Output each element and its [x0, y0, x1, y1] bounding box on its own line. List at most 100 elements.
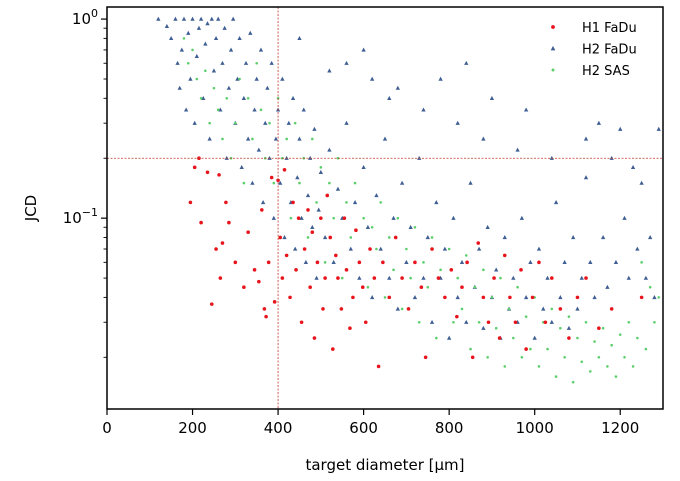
data-point — [361, 47, 366, 52]
data-point — [579, 275, 584, 280]
data-point — [173, 16, 178, 21]
data-point — [575, 295, 580, 300]
data-point — [260, 199, 266, 205]
data-point — [430, 247, 434, 251]
data-point — [508, 295, 512, 300]
data-point — [404, 259, 409, 265]
data-point — [455, 294, 460, 300]
data-point — [382, 136, 388, 141]
data-point — [516, 285, 519, 289]
y-tick-label: 10−1 — [63, 206, 98, 227]
data-point — [278, 235, 283, 240]
data-point — [205, 21, 210, 26]
legend-marker — [551, 25, 555, 29]
data-point — [227, 220, 231, 225]
data-point — [224, 200, 228, 205]
data-point — [558, 294, 563, 300]
data-point — [241, 95, 247, 100]
data-point — [596, 120, 602, 125]
data-point — [435, 336, 438, 340]
data-point — [434, 199, 439, 205]
data-point — [302, 247, 307, 251]
data-point — [392, 268, 395, 272]
data-point — [653, 320, 656, 324]
data-point — [559, 326, 562, 330]
data-point — [357, 260, 362, 265]
data-point — [618, 333, 622, 336]
data-point — [481, 325, 486, 330]
data-point — [331, 347, 335, 351]
data-point — [387, 275, 392, 280]
data-point — [485, 224, 490, 229]
data-point — [263, 120, 268, 125]
data-point — [584, 276, 588, 280]
data-point — [342, 216, 347, 220]
data-point — [387, 95, 392, 100]
data-point — [256, 147, 261, 152]
data-point — [325, 193, 330, 198]
x-axis-ticks: 0 200 400 600 800 1000 1200 — [102, 409, 639, 437]
data-point — [252, 107, 257, 112]
data-point — [328, 181, 331, 185]
data-point — [443, 295, 447, 300]
data-point — [225, 97, 229, 100]
data-point — [511, 275, 516, 280]
data-point — [322, 235, 328, 240]
data-point — [242, 181, 246, 185]
data-point — [468, 180, 473, 185]
data-point — [293, 246, 298, 251]
data-point — [387, 295, 392, 300]
data-point — [186, 61, 190, 65]
data-point — [370, 225, 374, 229]
data-point — [209, 16, 214, 21]
data-point — [191, 48, 194, 52]
data-point — [349, 236, 353, 239]
data-point — [383, 296, 387, 299]
data-point — [447, 247, 451, 251]
data-point — [245, 136, 251, 141]
data-point — [179, 47, 185, 52]
data-point — [314, 275, 319, 280]
data-point — [196, 25, 202, 30]
data-point — [636, 336, 639, 340]
data-point — [310, 224, 315, 229]
data-point — [301, 107, 306, 112]
data-point — [299, 320, 304, 325]
data-point — [199, 97, 203, 100]
x-tick-label: 400 — [264, 419, 293, 437]
data-point — [250, 180, 255, 185]
data-point — [269, 175, 274, 180]
data-point — [242, 285, 246, 289]
data-point — [513, 320, 518, 325]
data-point — [422, 261, 425, 264]
x-tick-label: 800 — [435, 419, 464, 437]
data-point — [558, 307, 563, 311]
data-point — [576, 336, 579, 340]
data-point — [630, 164, 636, 170]
data-point — [421, 107, 426, 112]
data-point — [438, 76, 443, 81]
data-point — [379, 201, 383, 204]
data-point — [592, 294, 597, 300]
data-point — [234, 121, 237, 125]
data-point — [507, 307, 511, 311]
data-point — [312, 126, 317, 131]
data-point — [494, 326, 498, 330]
data-point — [567, 336, 571, 340]
data-point — [536, 246, 542, 251]
data-point — [567, 315, 571, 318]
x-axis-label: target diameter [μm] — [305, 456, 464, 474]
data-point — [209, 302, 214, 306]
data-point — [460, 307, 464, 311]
data-point — [334, 253, 338, 258]
data-point — [182, 37, 186, 40]
data-point — [238, 77, 241, 81]
data-point — [502, 253, 507, 258]
data-point — [425, 235, 430, 240]
data-point — [618, 126, 623, 131]
data-point — [429, 319, 435, 324]
data-point — [273, 136, 279, 141]
data-point — [280, 76, 285, 81]
data-point — [204, 69, 207, 73]
data-point — [291, 200, 295, 205]
